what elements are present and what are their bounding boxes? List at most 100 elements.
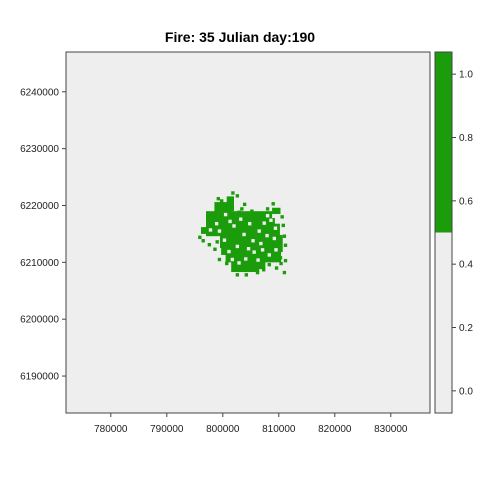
unburned-cell [269, 218, 273, 222]
burned-cell [213, 247, 217, 251]
y-tick-label: 6220000 [20, 201, 59, 212]
unburned-cell [244, 257, 248, 261]
colorbar-tick-label: 1.0 [459, 70, 473, 81]
unburned-cell [222, 238, 227, 242]
unburned-cell [267, 253, 271, 257]
burned-cell [235, 194, 240, 198]
unburned-cell [256, 258, 260, 262]
unburned-cell [257, 229, 261, 233]
burned-cell [237, 210, 241, 215]
burned-cell [206, 218, 210, 222]
unburned-cell [262, 221, 266, 225]
burned-cell [245, 212, 250, 217]
colorbar-tick-label: 0.4 [459, 260, 473, 271]
burned-cell [278, 256, 283, 260]
burned-cell [279, 261, 283, 266]
burned-patch [200, 227, 216, 234]
chart-title: Fire: 35 Julian day:190 [165, 29, 315, 45]
burned-cell [281, 223, 285, 228]
x-tick-label: 820000 [318, 424, 352, 435]
unburned-cell [259, 241, 263, 246]
unburned-cell [208, 228, 213, 232]
unburned-cell [252, 250, 256, 254]
burned-cell [231, 191, 235, 195]
burned-cell [264, 217, 269, 221]
x-tick-label: 810000 [262, 424, 296, 435]
y-tick-label: 6200000 [20, 315, 59, 326]
burned-cell [198, 235, 202, 240]
burned-patch [226, 196, 234, 212]
burned-patch [272, 207, 281, 215]
y-tick-label: 6190000 [20, 372, 59, 383]
unburned-cell [273, 226, 278, 230]
burned-cell [283, 243, 288, 247]
burned-area [198, 191, 288, 277]
unburned-cell [274, 248, 278, 252]
unburned-cell [265, 233, 269, 238]
unburned-cell [260, 248, 265, 252]
burned-cell [282, 234, 287, 238]
y-axis: 6190000 6200000 6210000 6220000 6230000 62400… [20, 87, 66, 383]
unburned-cell [232, 224, 236, 228]
x-tick-label: 790000 [150, 424, 184, 435]
burned-patch [221, 235, 232, 255]
burned-cell [267, 262, 271, 267]
unburned-cell [230, 257, 234, 262]
burned-cell [280, 215, 284, 219]
x-axis: 780000 790000 800000 810000 820000 830000 [94, 413, 408, 435]
unburned-cell [265, 214, 270, 218]
unburned-cell [239, 217, 243, 221]
colorbar-tick-label: 0.2 [459, 323, 473, 334]
burned-cell [215, 240, 219, 244]
burned-cell [276, 252, 280, 256]
y-tick-label: 6240000 [20, 87, 59, 98]
burned-cell [217, 257, 222, 262]
plot-frame [65, 51, 431, 414]
y-tick-label: 6230000 [20, 144, 59, 155]
x-tick-label: 780000 [94, 424, 128, 435]
burned-cell [207, 243, 212, 247]
burned-patch [270, 235, 283, 253]
colorbar-frame [434, 51, 453, 414]
unburned-cell [242, 232, 246, 237]
unburned-cell [227, 249, 231, 254]
burned-cell [242, 202, 247, 207]
unburned-cell [272, 236, 276, 241]
burned-cell [250, 209, 254, 213]
burned-patch [254, 261, 266, 270]
burned-cell [254, 211, 259, 216]
burned-cell [220, 199, 224, 203]
colorbar-segment [435, 232, 452, 413]
colorbar-tick-label: 0.6 [459, 196, 473, 207]
burned-cell [274, 266, 279, 270]
burned-cell [222, 210, 226, 215]
burned-cell [270, 223, 274, 227]
burned-cell [209, 214, 214, 218]
burned-cell [258, 215, 262, 220]
burned-cell [255, 270, 260, 275]
unburned-cell [248, 221, 252, 226]
plot-panel [65, 51, 431, 414]
unburned-cell [223, 212, 228, 217]
burned-cell [201, 239, 205, 243]
burned-cell [262, 268, 266, 272]
unburned-cell [246, 246, 251, 251]
burned-cell [240, 207, 244, 211]
burned-cell [216, 196, 220, 201]
unburned-cell [237, 261, 241, 265]
x-tick-label: 830000 [374, 424, 408, 435]
colorbar-segment [435, 52, 452, 233]
burned-cell [282, 270, 287, 275]
x-tick-label: 800000 [206, 424, 240, 435]
colorbar-tick-label: 0.0 [459, 386, 473, 397]
colorbar-tick-label: 0.8 [459, 133, 473, 144]
unburned-cell [228, 219, 232, 224]
colorbar-legend: 0.0 0.2 0.4 0.6 0.8 1.0 [434, 51, 473, 414]
y-tick-label: 6210000 [20, 258, 59, 269]
unburned-cell [214, 221, 219, 226]
burned-cell [265, 207, 270, 211]
unburned-cell [251, 239, 255, 243]
unburned-cell [235, 244, 240, 249]
